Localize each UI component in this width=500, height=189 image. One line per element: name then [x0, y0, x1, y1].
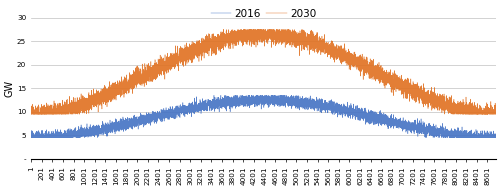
2016 — [28, 131, 34, 133]
2030 — [493, 113, 499, 115]
2030 — [160, 67, 166, 69]
2016 — [211, 94, 217, 96]
2030 — [128, 80, 134, 82]
2016 — [182, 106, 188, 108]
2030 — [220, 29, 226, 31]
2016 — [477, 136, 483, 139]
2016 — [28, 136, 34, 139]
Line: 2016: 2016 — [31, 95, 496, 138]
Legend: 2016, 2030: 2016, 2030 — [206, 5, 320, 23]
2030 — [28, 113, 34, 115]
2030 — [182, 49, 188, 51]
2030 — [477, 113, 483, 115]
2016 — [154, 116, 160, 118]
2016 — [160, 115, 166, 117]
Y-axis label: GW: GW — [4, 80, 14, 97]
2016 — [493, 136, 499, 139]
2030 — [154, 65, 160, 67]
2016 — [166, 118, 172, 120]
Line: 2030: 2030 — [31, 30, 496, 114]
2016 — [128, 122, 134, 125]
2030 — [166, 67, 172, 70]
